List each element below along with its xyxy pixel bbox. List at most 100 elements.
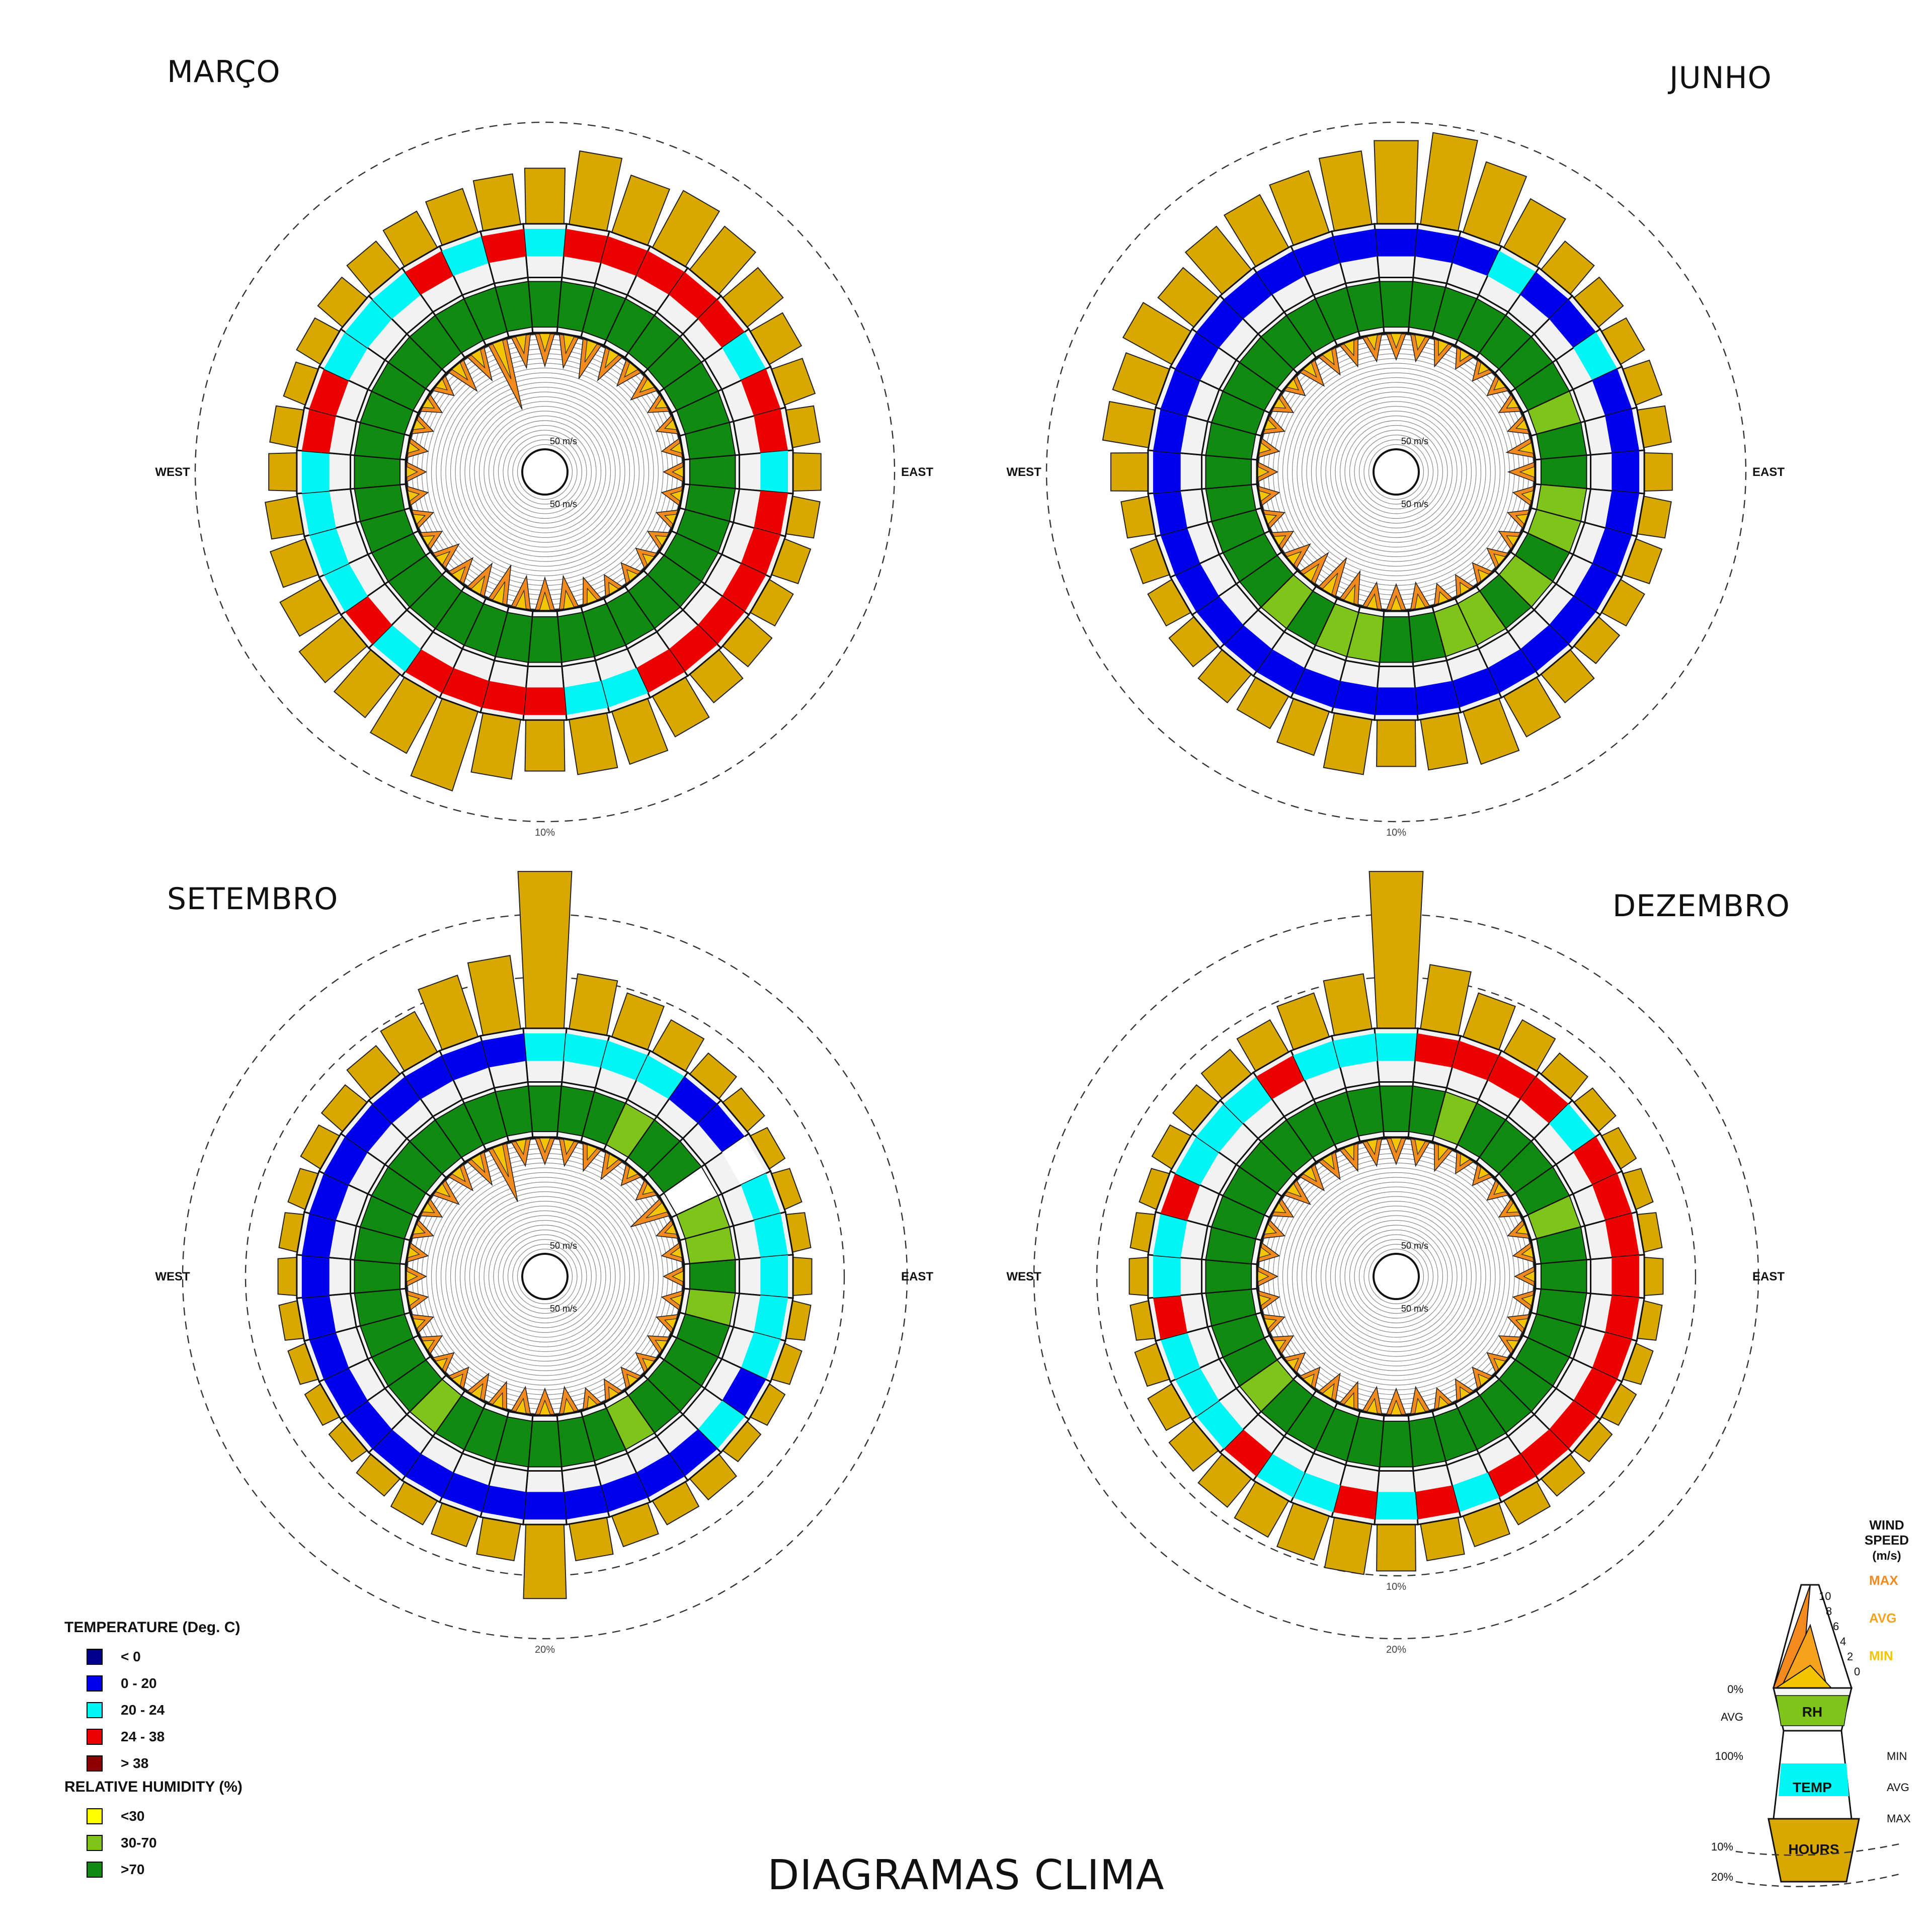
- wind-avg-triangle: [606, 1153, 619, 1170]
- wind-avg-triangle: [1322, 573, 1338, 595]
- legend-item: >70: [64, 1856, 243, 1883]
- wind-avg-triangle: [563, 589, 575, 610]
- temperature-band: [722, 1367, 766, 1417]
- wind-speed-gridline: [1301, 377, 1491, 567]
- humidity-band: [1346, 281, 1384, 332]
- temperature-band: [1549, 596, 1596, 645]
- temperature-band: [1520, 1076, 1569, 1123]
- hours-bar: [1102, 400, 1156, 448]
- key-hours-block: [1767, 1818, 1860, 1883]
- wind-avg-triangle: [1257, 1270, 1269, 1282]
- wind-speed-gridline: [1311, 1191, 1482, 1362]
- key-max-label: MAX: [1869, 1573, 1898, 1588]
- wind-avg-triangle: [1390, 1138, 1402, 1154]
- hours-bar: [569, 1517, 614, 1562]
- temperature-band: [481, 1033, 526, 1068]
- wind-scale-label-top: 50 m/s: [1401, 436, 1428, 446]
- temperature-band: [722, 332, 766, 381]
- temperature-band: [1452, 668, 1499, 708]
- temperature-band: [564, 1485, 608, 1520]
- temperature-band: [1196, 1104, 1243, 1153]
- wind-speed-gridline: [440, 367, 650, 577]
- temperature-band: [405, 1454, 454, 1498]
- humidity-band: [495, 281, 533, 332]
- temperature-band: [405, 649, 454, 693]
- key-temp-label: TEMP: [1793, 1780, 1832, 1795]
- temperature-band: [309, 1173, 349, 1221]
- temperature-band: [1160, 1173, 1200, 1221]
- legend-item: <30: [64, 1803, 243, 1829]
- wind-avg-triangle: [470, 349, 486, 369]
- wind-avg-triangle: [492, 1392, 503, 1409]
- wind-speed-gridline: [1311, 386, 1482, 557]
- wind-avg-triangle: [670, 1246, 683, 1258]
- percent-ring: [1045, 121, 1747, 823]
- legend-item: 24 - 38: [64, 1723, 243, 1750]
- temperature-band: [372, 1076, 421, 1123]
- hours-bar: [1129, 1256, 1149, 1297]
- temperature-band: [1175, 563, 1219, 612]
- temperature-band: [1153, 450, 1181, 494]
- hours-bar: [1318, 150, 1373, 231]
- temperature-band: [1333, 228, 1378, 263]
- hours-bar: [524, 168, 566, 224]
- temperature-band: [1549, 299, 1596, 348]
- wind-speed-gridline: [1368, 1248, 1424, 1305]
- temperature-band: [372, 1429, 421, 1477]
- temperature-band: [1153, 1295, 1187, 1340]
- wind-avg-triangle: [1273, 535, 1286, 546]
- wind-avg-triangle: [1506, 397, 1519, 409]
- hours-bar: [472, 173, 521, 231]
- wind-avg-triangle: [1506, 1202, 1519, 1213]
- wind-avg-triangle: [1438, 340, 1449, 357]
- wind-avg-triangle: [1258, 442, 1271, 454]
- temperature-band: [301, 1295, 336, 1340]
- temperature-band: [1605, 491, 1640, 535]
- wind-avg-triangle: [1478, 1374, 1490, 1387]
- diagram-title-june: JUNHO: [1669, 60, 1772, 96]
- wind-speed-gridline: [1335, 411, 1458, 533]
- wind-avg-triangle: [1523, 1270, 1535, 1282]
- page-title: DIAGRAMAS CLIMA: [767, 1852, 1165, 1899]
- key-wind-title: (m/s): [1872, 1549, 1901, 1563]
- temperature-band: [698, 299, 745, 348]
- wind-speed-gridline: [484, 411, 606, 533]
- wind-scale-label-bottom: 50 m/s: [550, 1304, 577, 1314]
- wind-rose-diagram: 10% 50 m/s 50 m/s WEST EAST: [1006, 121, 1785, 838]
- temperature-band: [754, 1213, 788, 1258]
- legend-swatch: [87, 1808, 103, 1824]
- temperature-band: [1520, 625, 1569, 672]
- wind-avg-triangle: [407, 442, 420, 454]
- wind-avg-triangle: [1366, 1397, 1378, 1414]
- wind-avg-triangle: [1343, 1144, 1354, 1161]
- temperature-band: [1573, 332, 1618, 381]
- legend-label: 30-70: [121, 1834, 157, 1850]
- temperature-band: [1224, 1429, 1272, 1477]
- wind-speed-gridline: [1339, 1220, 1453, 1333]
- wind-speed-gridline: [1316, 1196, 1477, 1357]
- temperature-band: [1452, 1472, 1499, 1512]
- wind-speed-gridline: [517, 444, 573, 500]
- wind-avg-triangle: [1478, 1166, 1490, 1179]
- wind-speed-gridline: [1301, 1181, 1491, 1372]
- key-wind-title: WIND: [1869, 1517, 1904, 1533]
- temperature-band: [523, 1033, 567, 1061]
- wind-avg-triangle: [1460, 349, 1471, 362]
- temperature-band: [345, 1400, 392, 1449]
- wind-avg-triangle: [672, 1270, 684, 1282]
- temperature-band: [1175, 1367, 1219, 1417]
- wind-avg-triangle: [407, 1246, 420, 1258]
- temperature-band: [1487, 251, 1537, 295]
- temperature-band: [1256, 649, 1305, 693]
- temperature-band: [698, 1400, 745, 1449]
- temperature-band: [1333, 1485, 1378, 1520]
- temperature-band: [636, 649, 685, 693]
- wind-speed-gridline: [488, 1220, 602, 1333]
- humidity-band: [1379, 281, 1414, 328]
- wind-rose-diagram: 10% 20% 50 m/s 50 m/s WEST EAST: [1006, 871, 1785, 1655]
- wind-avg-triangle: [563, 1139, 575, 1156]
- temperature-band: [741, 369, 781, 416]
- key-speed-tick: 8: [1826, 1605, 1832, 1618]
